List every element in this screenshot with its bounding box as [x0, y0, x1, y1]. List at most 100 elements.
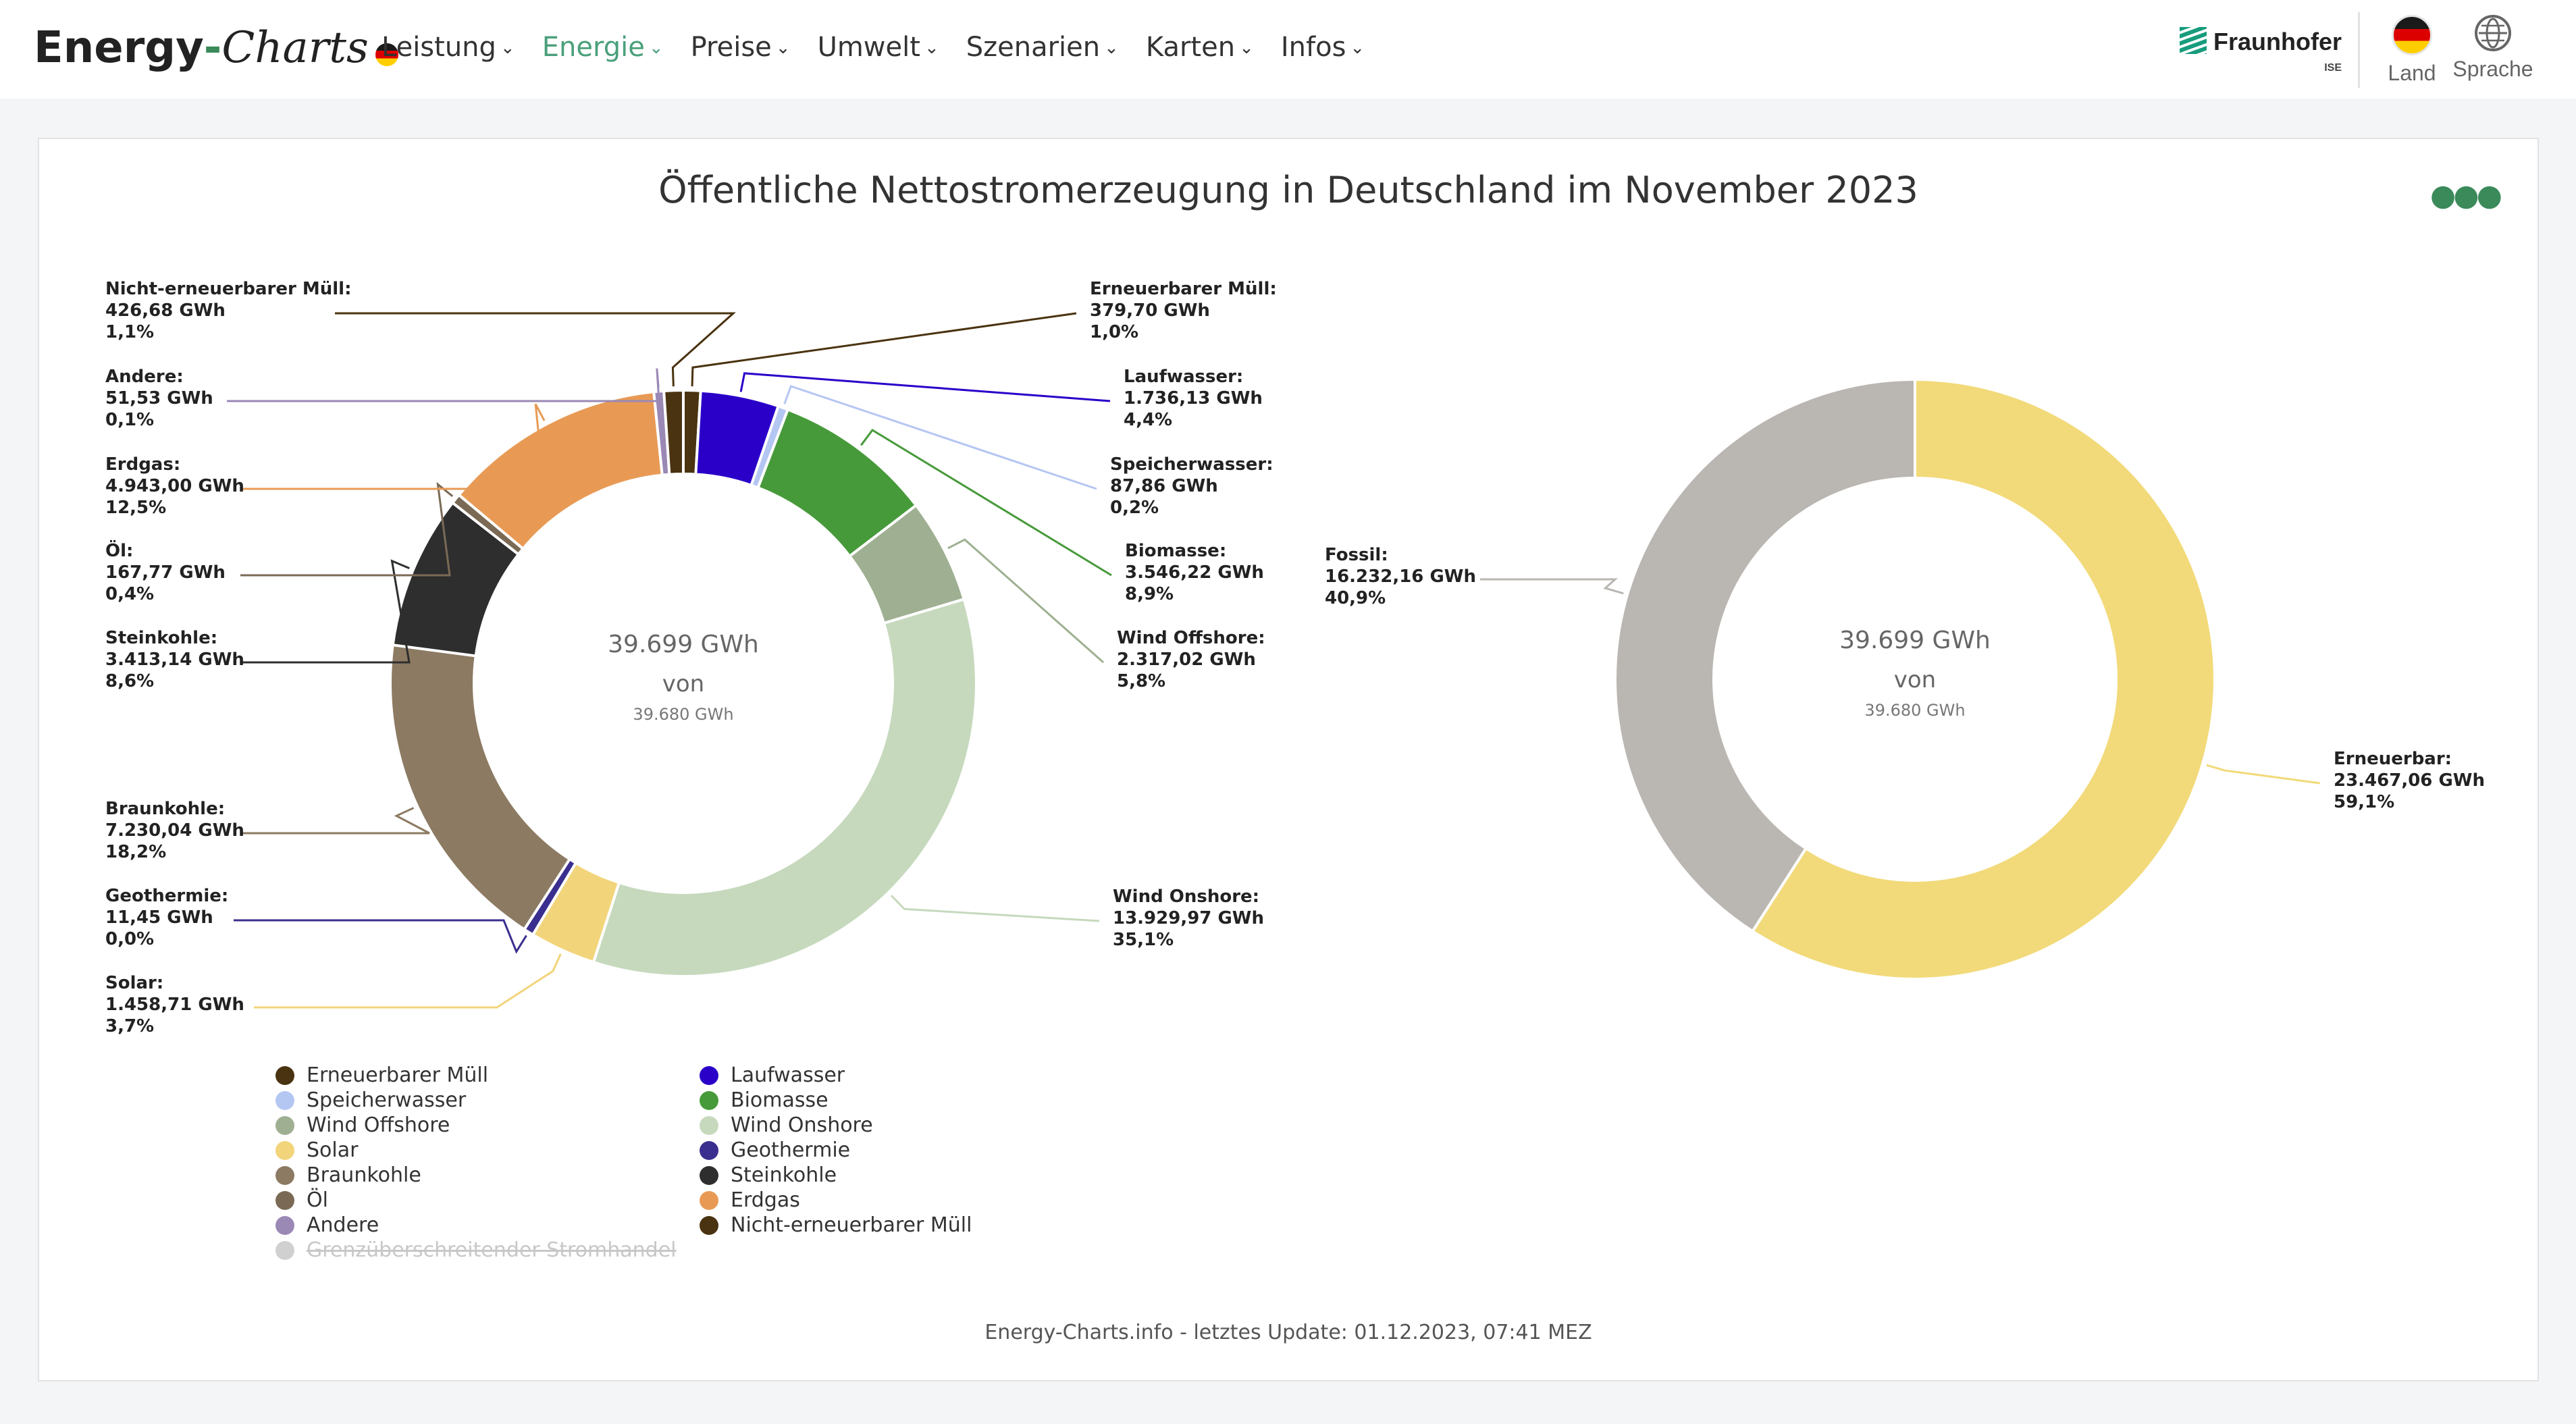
language-selector-button[interactable]: Sprache: [2452, 15, 2533, 82]
leader-line-andere: [227, 368, 660, 402]
legend-label: Nicht-erneuerbarer Müll: [731, 1213, 972, 1237]
legend-swatch-icon: [275, 1116, 294, 1135]
center-total: 39.680 GWh: [633, 705, 733, 724]
legend-item-steinkohle[interactable]: Steinkohle: [700, 1163, 1017, 1188]
legend-item-andere[interactable]: Andere: [275, 1213, 700, 1238]
leader-line-erdgas: [240, 403, 546, 490]
germany-flag-icon: [2392, 15, 2432, 55]
fraunhofer-ise-text: ISE: [2324, 62, 2342, 74]
center-value: 39.699 GWh: [1839, 627, 1991, 654]
data-label-wind-offshore: Wind Offshore: 2.317,02 GWh 5,8%: [1117, 628, 1265, 691]
nav-item-umwelt[interactable]: Umwelt ⌄: [818, 32, 939, 63]
legend-label: Speicherwasser: [307, 1088, 467, 1112]
legend-label: Öl: [307, 1188, 328, 1212]
legend-label: Andere: [307, 1213, 379, 1237]
chart-card: Öffentliche Nettostromerzeugung in Deuts…: [38, 138, 2539, 1381]
nav-item-label: Leistung: [382, 32, 496, 63]
center-value: 39.699 GWh: [608, 631, 759, 658]
legend-item-geothermie[interactable]: Geothermie: [700, 1138, 1017, 1163]
language-selector-label: Sprache: [2452, 57, 2533, 81]
slice-erneuerbar: [1750, 377, 2216, 980]
legend-swatch-icon: [700, 1116, 718, 1135]
nav-item-preise[interactable]: Preise ⌄: [691, 32, 791, 63]
legend-label: Erdgas: [731, 1188, 800, 1212]
legend-item-solar[interactable]: Solar: [275, 1138, 700, 1163]
legend-label: Grenzüberschreitender Stromhandel: [307, 1238, 677, 1262]
country-selector-button[interactable]: Land: [2371, 15, 2452, 86]
legend-label: Wind Onshore: [731, 1113, 873, 1137]
legend-swatch-icon: [275, 1091, 294, 1110]
legend-item-biomasse[interactable]: Biomasse: [700, 1088, 1017, 1113]
country-selector-label: Land: [2388, 61, 2436, 85]
nav-item-karten[interactable]: Karten ⌄: [1146, 32, 1254, 63]
data-label-fossil: Fossil: 16.232,16 GWh 40,9%: [1325, 545, 1476, 608]
legend-item-erdgas[interactable]: Erdgas: [700, 1188, 1017, 1213]
nav-item-leistung[interactable]: Leistung ⌄: [382, 32, 515, 63]
chart-title: Öffentliche Nettostromerzeugung in Deuts…: [658, 169, 1918, 211]
donut-charts-svg: Erneuerbarer Müll: 379,70 GWh 1,0% Laufwass…: [105, 279, 2485, 1036]
data-label-wind-onshore: Wind Onshore: 13.929,97 GWh 35,1%: [1113, 887, 1264, 950]
globe-icon: [2475, 15, 2511, 51]
leader-line-laufwasser: [739, 372, 1111, 402]
slice-wind-onshore: [592, 597, 978, 978]
last-update-footer: Energy-Charts.info - letztes Update: 01.…: [984, 1321, 1592, 1344]
leader-line-braunkohle: [240, 807, 430, 835]
legend-item-braunkohle[interactable]: Braunkohle: [275, 1163, 700, 1188]
legend-item-erneuerbarer-muell[interactable]: Erneuerbarer Müll: [275, 1063, 700, 1088]
data-label-speicherwasser: Speicherwasser: 87,86 GWh 0,2%: [1110, 454, 1273, 518]
legend-swatch-icon: [275, 1216, 294, 1235]
nav-item-energie[interactable]: Energie ⌄: [542, 32, 664, 63]
legend-swatch-icon: [275, 1141, 294, 1160]
chevron-down-icon: ⌄: [924, 38, 939, 58]
leader-line-solar: [254, 953, 562, 1009]
legend-swatch-icon: [700, 1216, 718, 1235]
data-label-erdgas: Erdgas: 4.943,00 GWh 12,5%: [105, 454, 244, 518]
data-label-laufwasser: Laufwasser: 1.736,13 GWh 4,4%: [1124, 367, 1263, 430]
leader-line-speicherwasser: [783, 385, 1097, 490]
data-label-oel: Öl: 167,77 GWh 0,4%: [105, 539, 226, 604]
nav-item-label: Szenarien: [966, 32, 1101, 63]
legend-item-oel[interactable]: Öl: [275, 1188, 700, 1213]
legend-item-speicherwasser[interactable]: Speicherwasser: [275, 1088, 700, 1113]
legend-label: Erneuerbarer Müll: [307, 1063, 489, 1087]
legend-swatch-icon: [700, 1141, 718, 1160]
chevron-down-icon: ⌄: [648, 38, 664, 58]
legend-swatch-icon: [275, 1066, 294, 1085]
legend-item-wind-onshore[interactable]: Wind Onshore: [700, 1113, 1017, 1138]
nav-item-szenarien[interactable]: Szenarien ⌄: [966, 32, 1119, 63]
data-label-nicht-erneuerbarer-muell: Nicht-erneuerbarer Müll: 426,68 GWh 1,1%: [105, 279, 351, 342]
legend-swatch-icon: [275, 1241, 294, 1260]
data-label-solar: Solar: 1.458,71 GWh 3,7%: [105, 973, 244, 1036]
logo-text-energy: Energy: [34, 23, 204, 73]
legend-swatch-icon: [700, 1166, 718, 1185]
legend-swatch-icon: [700, 1191, 718, 1210]
leader-line-oel: [240, 481, 454, 577]
logo-text-charts: Charts: [221, 23, 369, 73]
data-label-andere: Andere: 51,53 GWh 0,1%: [105, 367, 213, 430]
nav-item-label: Infos: [1280, 32, 1346, 63]
legend-swatch-icon: [275, 1166, 294, 1185]
chart-menu-icon[interactable]: ●●●: [2429, 178, 2502, 213]
energy-charts-logo[interactable]: Energy-Charts: [34, 18, 398, 78]
center-label: von: [1894, 666, 1936, 693]
legend-item-grenzueberschreitender-stromhandel[interactable]: Grenzüberschreitender Stromhandel: [275, 1238, 700, 1263]
legend-label: Geothermie: [731, 1138, 851, 1162]
legend-item-laufwasser[interactable]: Laufwasser: [700, 1063, 1017, 1088]
chevron-down-icon: ⌄: [500, 38, 515, 58]
slice-braunkohle: [389, 643, 572, 932]
nav-item-label: Energie: [542, 32, 645, 63]
legend-label: Laufwasser: [731, 1063, 845, 1087]
fraunhofer-logo[interactable]: Fraunhofer ISE: [2180, 27, 2342, 74]
leader-line-erneuerbarer-muell: [691, 312, 1077, 387]
leader-line-erneuerbar: [2206, 764, 2321, 785]
slice-nicht-erneuerbarer-muell: [662, 388, 685, 476]
legend-swatch-icon: [275, 1191, 294, 1210]
nav-item-label: Umwelt: [817, 32, 920, 63]
legend-item-nicht-erneuerbarer-muell[interactable]: Nicht-erneuerbarer Müll: [700, 1213, 1017, 1238]
legend-item-wind-offshore[interactable]: Wind Offshore: [275, 1113, 700, 1138]
nav-item-infos[interactable]: Infos ⌄: [1281, 32, 1365, 63]
legend-label: Wind Offshore: [307, 1113, 450, 1137]
leader-line-wind-onshore: [890, 895, 1100, 922]
data-label-steinkohle: Steinkohle: 3.413,14 GWh 8,6%: [105, 628, 244, 691]
legend-swatch-icon: [700, 1091, 718, 1110]
